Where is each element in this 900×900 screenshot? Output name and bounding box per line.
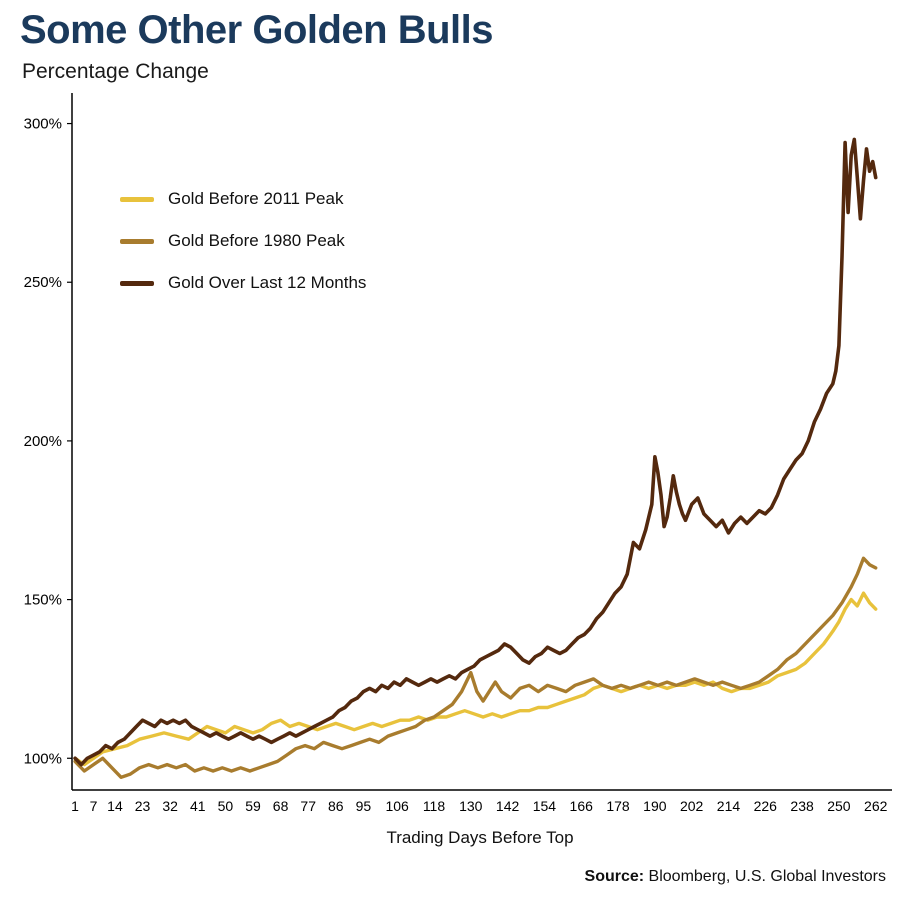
series-line	[73, 591, 878, 767]
x-tick-label: 77	[300, 798, 316, 814]
legend-item-1980-peak: Gold Before 1980 Peak	[120, 220, 366, 262]
x-axis-title: Trading Days Before Top	[386, 828, 574, 847]
chart-legend: Gold Before 2011 Peak Gold Before 1980 P…	[120, 178, 366, 304]
x-tick-label: 142	[496, 798, 520, 814]
x-tick-label: 250	[827, 798, 851, 814]
source-label: Source:	[584, 868, 645, 885]
x-tick-label: 154	[533, 798, 557, 814]
legend-swatch-1980-peak	[120, 238, 154, 244]
x-tick-label: 178	[606, 798, 630, 814]
legend-label: Gold Before 2011 Peak	[168, 189, 344, 208]
legend-swatch-last-12-months	[120, 280, 154, 286]
x-tick-label: 214	[717, 798, 741, 814]
x-tick-label: 86	[328, 798, 344, 814]
y-tick-label: 300%	[24, 116, 62, 133]
legend-label: Gold Before 1980 Peak	[168, 231, 345, 250]
x-tick-label: 23	[135, 798, 151, 814]
source-attribution: Source: Bloomberg, U.S. Global Investors	[585, 868, 886, 886]
y-tick-label: 200%	[24, 433, 62, 450]
chart-subtitle: Percentage Change	[22, 60, 209, 83]
x-tick-label: 118	[423, 798, 446, 814]
series-line	[73, 137, 878, 767]
y-tick-label: 100%	[24, 750, 62, 767]
x-tick-label: 1	[71, 798, 79, 814]
legend-label: Gold Over Last 12 Months	[168, 273, 367, 292]
x-tick-label: 166	[570, 798, 594, 814]
legend-item-2011-peak: Gold Before 2011 Peak	[120, 178, 366, 220]
x-tick-label: 130	[459, 798, 483, 814]
legend-item-last-12-months: Gold Over Last 12 Months	[120, 262, 366, 304]
x-tick-label: 41	[190, 798, 206, 814]
x-tick-label: 14	[107, 798, 123, 814]
x-tick-label: 32	[162, 798, 178, 814]
y-tick-label: 150%	[24, 592, 62, 609]
x-tick-label: 106	[385, 798, 409, 814]
x-tick-label: 95	[356, 798, 372, 814]
x-tick-label: 7	[90, 798, 98, 814]
x-tick-label: 68	[273, 798, 289, 814]
x-tick-label: 262	[864, 798, 888, 814]
page-title: Some Other Golden Bulls	[20, 8, 494, 52]
series-line	[73, 556, 878, 779]
x-tick-label: 238	[790, 798, 814, 814]
y-tick-label: 250%	[24, 274, 62, 291]
legend-swatch-2011-peak	[120, 196, 154, 202]
x-tick-label: 190	[643, 798, 667, 814]
x-tick-label: 59	[245, 798, 261, 814]
source-text: Bloomberg, U.S. Global Investors	[644, 868, 886, 885]
x-tick-label: 226	[754, 798, 778, 814]
x-tick-label: 50	[218, 798, 234, 814]
x-tick-label: 202	[680, 798, 704, 814]
